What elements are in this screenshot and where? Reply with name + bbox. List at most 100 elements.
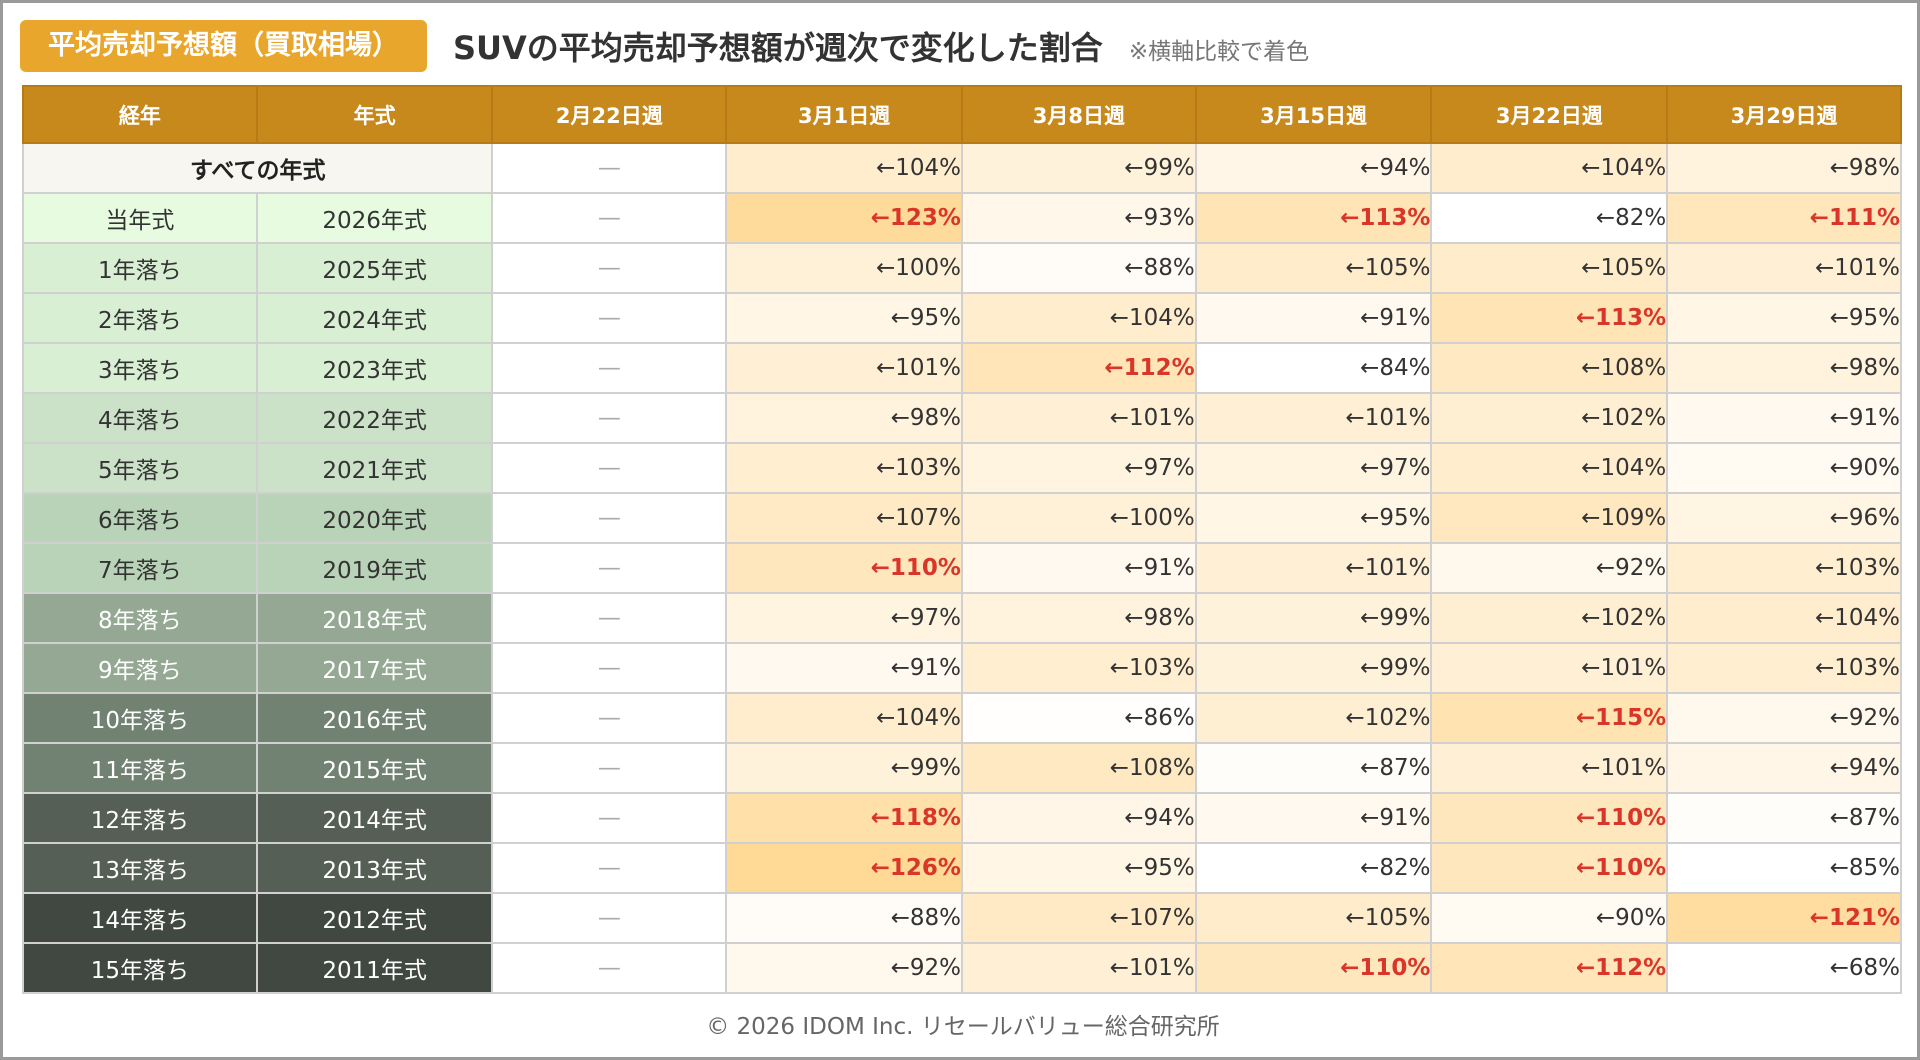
table-row: 4年落ち 2022年式 — ←98% ←101% ←101% ←102% ←91% <box>22 392 1902 444</box>
table-row: 13年落ち 2013年式 — ←126% ←95% ←82% ←110% ←85% <box>22 842 1902 894</box>
value-cell-week-2: ←104% <box>725 142 963 194</box>
value-cell-week-1: — <box>491 542 728 594</box>
value-cell-week-5: ←110% <box>1430 842 1669 894</box>
value-cell-week-6: ←101% <box>1666 242 1902 294</box>
value-cell-week-2: ←100% <box>725 242 963 294</box>
vehicle-age-cell: 6年落ち <box>22 492 258 544</box>
all-years-label: すべての年式 <box>21 142 494 194</box>
table-row: 14年落ち 2012年式 — ←88% ←107% ←105% ←90% ←121% <box>22 892 1902 944</box>
value-cell-week-4: ←105% <box>1194 892 1433 944</box>
value-cell-week-2: ←118% <box>725 792 963 844</box>
model-year-cell: 2024年式 <box>255 292 494 344</box>
model-year-cell: 2017年式 <box>255 642 494 694</box>
value-cell-week-1: — <box>491 292 728 344</box>
col-header-week-5: 3月22日週 <box>1430 85 1669 144</box>
vehicle-age-cell: 12年落ち <box>22 792 258 844</box>
value-cell-week-4: ←110% <box>1194 942 1433 994</box>
model-year-cell: 2021年式 <box>255 442 494 494</box>
table-row: 6年落ち 2020年式 — ←107% ←100% ←95% ←109% ←96% <box>22 492 1902 544</box>
value-cell-week-1: — <box>491 442 728 494</box>
value-cell-week-2: ←95% <box>725 292 963 344</box>
value-cell-week-1: — <box>491 692 728 744</box>
value-cell-week-5: ←101% <box>1430 742 1669 794</box>
col-header-week-2: 3月1日週 <box>725 85 963 144</box>
value-cell-week-6: ←98% <box>1666 342 1902 394</box>
model-year-cell: 2014年式 <box>255 792 494 844</box>
table-row: 10年落ち 2016年式 — ←104% ←86% ←102% ←115% ←92% <box>22 692 1902 744</box>
value-cell-week-5: ←101% <box>1430 642 1669 694</box>
value-cell-week-6: ←103% <box>1666 542 1902 594</box>
value-cell-week-3: ←112% <box>960 342 1197 394</box>
model-year-cell: 2019年式 <box>255 542 494 594</box>
value-cell-week-1: — <box>491 492 728 544</box>
model-year-cell: 2026年式 <box>255 192 494 244</box>
model-year-cell: 2013年式 <box>255 842 494 894</box>
value-cell-week-6: ←104% <box>1666 592 1902 644</box>
value-cell-week-4: ←113% <box>1194 192 1433 244</box>
value-cell-week-4: ←97% <box>1194 442 1433 494</box>
table-row-all-years: すべての年式 — ←104% ←99% ←94% ←104% ←98% <box>21 142 1902 194</box>
value-cell-week-5: ←82% <box>1430 192 1669 244</box>
table-row: 2年落ち 2024年式 — ←95% ←104% ←91% ←113% ←95% <box>22 292 1902 344</box>
vehicle-age-cell: 8年落ち <box>22 592 258 644</box>
table-row: 11年落ち 2015年式 — ←99% ←108% ←87% ←101% ←94% <box>22 742 1902 794</box>
value-cell-week-6: ←121% <box>1666 892 1902 944</box>
category-badge: 平均売却予想額（買取相場） <box>20 20 427 72</box>
model-year-cell: 2023年式 <box>255 342 494 394</box>
value-cell-week-2: ←103% <box>725 442 963 494</box>
value-cell-week-3: ←97% <box>960 442 1197 494</box>
value-cell-week-2: ←97% <box>725 592 963 644</box>
col-header-week-6: 3月29日週 <box>1666 85 1902 144</box>
table-row: 12年落ち 2014年式 — ←118% ←94% ←91% ←110% ←87% <box>22 792 1902 844</box>
value-cell-week-2: ←88% <box>725 892 963 944</box>
table-row: 当年式 2026年式 — ←123% ←93% ←113% ←82% ←111% <box>22 192 1902 244</box>
model-year-cell: 2011年式 <box>255 942 494 994</box>
table-row: 8年落ち 2018年式 — ←97% ←98% ←99% ←102% ←104% <box>22 592 1902 644</box>
model-year-cell: 2016年式 <box>255 692 494 744</box>
vehicle-age-cell: 13年落ち <box>22 842 258 894</box>
value-cell-week-5: ←92% <box>1430 542 1669 594</box>
value-cell-week-3: ←99% <box>960 142 1197 194</box>
value-cell-week-2: ←110% <box>725 542 963 594</box>
table-row: 1年落ち 2025年式 — ←100% ←88% ←105% ←105% ←101% <box>22 242 1902 294</box>
model-year-cell: 2018年式 <box>255 592 494 644</box>
col-header-week-1: 2月22日週 <box>491 85 728 144</box>
value-cell-week-3: ←86% <box>960 692 1197 744</box>
value-cell-week-4: ←91% <box>1194 292 1433 344</box>
value-cell-week-2: ←98% <box>725 392 963 444</box>
vehicle-age-cell: 14年落ち <box>22 892 258 944</box>
value-cell-week-5: ←112% <box>1430 942 1669 994</box>
model-year-cell: 2022年式 <box>255 392 494 444</box>
value-cell-week-2: ←126% <box>725 842 963 894</box>
value-cell-week-2: ←99% <box>725 742 963 794</box>
value-cell-week-1: — <box>491 742 728 794</box>
value-cell-week-5: ←108% <box>1430 342 1669 394</box>
value-cell-week-4: ←101% <box>1194 392 1433 444</box>
value-cell-week-4: ←101% <box>1194 542 1433 594</box>
value-cell-week-5: ←104% <box>1430 142 1669 194</box>
table-row: 3年落ち 2023年式 — ←101% ←112% ←84% ←108% ←98% <box>22 342 1902 394</box>
value-cell-week-1: — <box>491 142 728 194</box>
value-cell-week-6: ←96% <box>1666 492 1902 544</box>
value-cell-week-3: ←101% <box>960 942 1197 994</box>
table-row: 7年落ち 2019年式 — ←110% ←91% ←101% ←92% ←103% <box>22 542 1902 594</box>
value-cell-week-3: ←98% <box>960 592 1197 644</box>
value-cell-week-4: ←94% <box>1194 142 1433 194</box>
value-cell-week-6: ←98% <box>1666 142 1902 194</box>
value-cell-week-3: ←101% <box>960 392 1197 444</box>
vehicle-age-cell: 9年落ち <box>22 642 258 694</box>
table-body: すべての年式 — ←104% ←99% ←94% ←104% ←98% 当年式 2026年式 — ←… <box>21 142 1902 994</box>
value-cell-week-5: ←109% <box>1430 492 1669 544</box>
value-cell-week-1: — <box>491 392 728 444</box>
value-cell-week-1: — <box>491 192 728 244</box>
col-header-week-4: 3月15日週 <box>1194 85 1433 144</box>
value-cell-week-4: ←95% <box>1194 492 1433 544</box>
value-cell-week-5: ←102% <box>1430 592 1669 644</box>
value-cell-week-2: ←123% <box>725 192 963 244</box>
value-cell-week-3: ←91% <box>960 542 1197 594</box>
value-cell-week-5: ←110% <box>1430 792 1669 844</box>
value-cell-week-2: ←91% <box>725 642 963 694</box>
chart-header: 平均売却予想額（買取相場） SUVの平均売却予想額が週次で変化した割合 ※横軸比… <box>20 20 1309 72</box>
value-cell-week-2: ←101% <box>725 342 963 394</box>
value-cell-week-3: ←94% <box>960 792 1197 844</box>
